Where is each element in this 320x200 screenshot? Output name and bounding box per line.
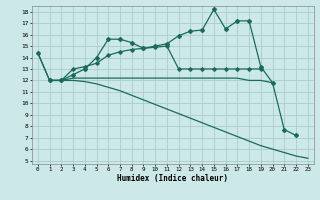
- X-axis label: Humidex (Indice chaleur): Humidex (Indice chaleur): [117, 174, 228, 183]
